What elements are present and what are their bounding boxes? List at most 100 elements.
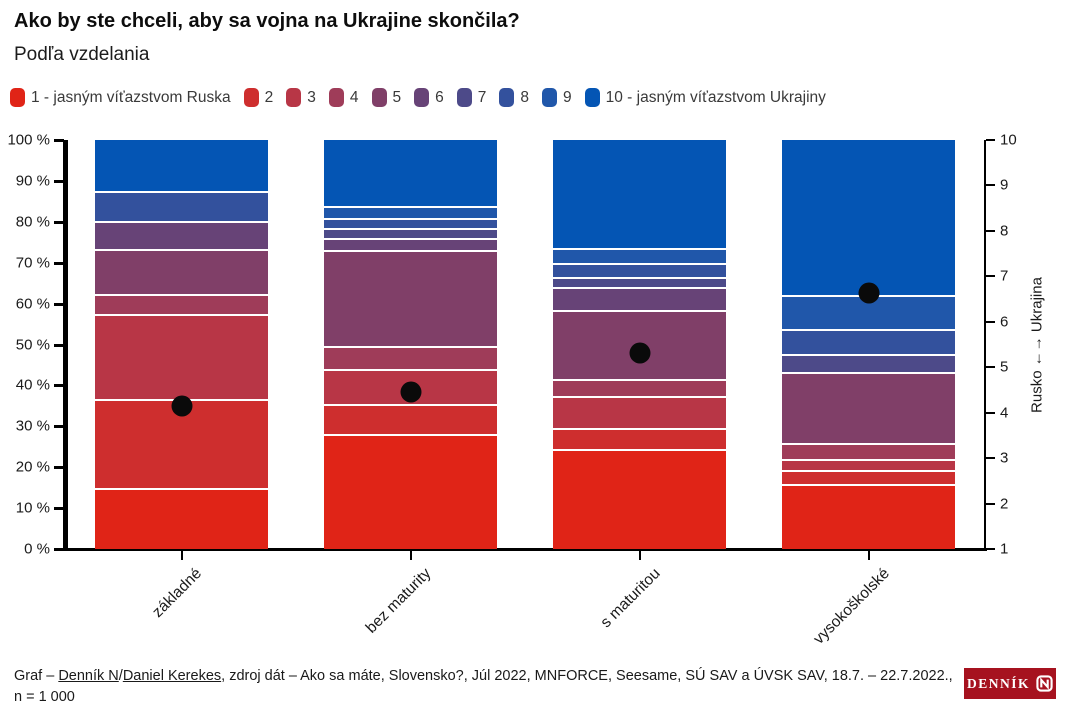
- right-axis-tick-label: 1: [1000, 540, 1009, 558]
- left-axis-tick-label: 70 %: [15, 254, 50, 272]
- left-axis-tick: [54, 466, 64, 470]
- caption-link-author[interactable]: Daniel Kerekes: [122, 668, 222, 684]
- x-axis-category-label: základné: [149, 565, 206, 621]
- bar-segment-s maturitou-2: [553, 429, 726, 450]
- legend-swatch-icon: [10, 88, 25, 107]
- legend-label: 8: [520, 88, 529, 106]
- legend-item-9: 9: [542, 88, 572, 107]
- mean-dot-s maturitou: [629, 342, 650, 364]
- left-axis-tick-label: 50 %: [15, 336, 50, 353]
- left-axis-tick: [54, 261, 64, 265]
- stacked-bar-základné: [95, 140, 268, 550]
- legend-item-6: 6: [414, 88, 444, 107]
- right-axis-tick-label: 5: [1000, 358, 1009, 376]
- left-axis-tick: [54, 425, 64, 429]
- left-axis-tick-label: 20 %: [15, 458, 50, 476]
- mean-dot-bez maturity: [400, 381, 421, 403]
- left-axis-tick: [54, 384, 64, 388]
- left-axis-tick-label: 30 %: [15, 417, 50, 435]
- mean-dot-základné: [171, 395, 192, 417]
- legend-item-7: 7: [456, 88, 486, 107]
- legend-label: 4: [349, 88, 359, 106]
- legend-label: 10 - jasným víťazstvom Ukrajiny: [605, 88, 826, 106]
- bar-segment-základné-4: [95, 296, 268, 314]
- bar-segment-s maturitou-6: [553, 288, 726, 311]
- left-axis-tick-label: 0 %: [24, 540, 50, 558]
- right-axis-tick-label: 6: [1000, 313, 1009, 331]
- right-axis-title: Rusko ←→ Ukrajina: [1028, 277, 1046, 413]
- bar-segment-vysokoškolské-10: [782, 140, 955, 296]
- legend-item-8: 8: [499, 88, 529, 107]
- left-axis-tick: [54, 139, 64, 142]
- x-axis-category-label: s maturitou: [597, 565, 664, 632]
- bar-segment-bez maturity-4: [324, 347, 497, 369]
- bar-segment-vysokoškolské-7: [782, 356, 955, 372]
- right-axis-line: [984, 140, 986, 551]
- x-axis-category-label: vysokoškolské: [809, 565, 893, 648]
- right-axis-tick: [986, 320, 995, 323]
- bar-segment-s maturitou-10: [553, 140, 726, 248]
- legend-swatch-icon: [328, 88, 344, 107]
- legend-swatch-icon: [542, 88, 557, 107]
- dennikn-logo-text: DENNÍK: [966, 675, 1030, 691]
- legend-label: 9: [563, 88, 572, 106]
- bar-segment-bez maturity-2: [324, 406, 497, 434]
- left-axis-tick: [54, 220, 64, 224]
- right-axis-tick: [986, 502, 995, 505]
- left-axis-tick: [54, 302, 64, 306]
- legend: 1 - jasným víťazstvom Ruska 2 3 4 5 6 7 8 9 10 - …: [10, 88, 826, 107]
- bar-segment-s maturitou-9: [553, 249, 726, 264]
- caption-slash: /: [118, 668, 123, 684]
- left-axis-tick-label: 60 %: [15, 295, 50, 313]
- bar-segment-vysokoškolské-2: [782, 472, 955, 485]
- legend-item-2: 2: [243, 88, 273, 107]
- right-axis-tick-label: 4: [1000, 404, 1009, 422]
- x-axis-tick: [180, 551, 183, 560]
- right-axis-tick: [986, 548, 995, 550]
- right-axis-tick: [986, 139, 995, 141]
- legend-item-1: 1 - jasným víťazstvom Ruska: [10, 88, 231, 107]
- bar-segment-vysokoškolské-4: [782, 444, 955, 459]
- legend-label: 3: [307, 88, 316, 106]
- legend-swatch-icon: [584, 88, 600, 107]
- dennikn-logo: DENNÍK: [964, 668, 1056, 699]
- caption-link-dennikn[interactable]: Denník N: [58, 668, 119, 684]
- bar-segment-bez maturity-8: [324, 220, 497, 229]
- left-axis-tick: [54, 548, 64, 551]
- bar-segment-základné-10: [95, 140, 268, 192]
- bar-segment-s maturitou-4: [553, 380, 726, 397]
- stacked-bar-s maturitou: [553, 140, 726, 549]
- left-axis-tick-label: 40 %: [15, 376, 50, 394]
- chart-title: Ako by ste chceli, aby sa vojna na Ukraj…: [14, 10, 520, 32]
- bar-segment-s maturitou-7: [553, 278, 726, 287]
- dennikn-n-icon: [1036, 675, 1053, 692]
- left-axis-tick: [54, 507, 64, 511]
- left-axis-tick-label: 80 %: [15, 213, 50, 231]
- bar-segment-s maturitou-1: [553, 451, 726, 549]
- caption-rest: , zdroj dát – Ako sa máte, Slovensko?, J…: [14, 668, 953, 706]
- mean-dot-vysokoškolské: [858, 282, 879, 304]
- bar-segment-s maturitou-8: [553, 265, 726, 277]
- bar-segment-s maturitou-3: [553, 398, 726, 428]
- left-axis-tick-label: 10 %: [15, 499, 50, 517]
- legend-label: 6: [435, 88, 444, 106]
- right-axis-tick: [986, 411, 995, 414]
- legend-swatch-icon: [371, 88, 387, 107]
- left-axis-line: [63, 140, 68, 551]
- legend-item-10: 10 - jasným víťazstvom Ukrajiny: [584, 88, 826, 107]
- right-axis-tick-label: 2: [1000, 495, 1009, 513]
- legend-swatch-icon: [499, 88, 515, 107]
- x-axis-category-label: bez maturity: [362, 565, 435, 637]
- right-axis-tick: [986, 457, 995, 460]
- bar-segment-základné-3: [95, 315, 268, 399]
- x-axis-line: [58, 548, 987, 551]
- bar-segment-bez maturity-10: [324, 140, 497, 207]
- right-axis-tick-label: 3: [1000, 449, 1009, 467]
- bar-segment-základné-5: [95, 250, 268, 295]
- legend-item-5: 5: [371, 88, 401, 107]
- x-axis-tick: [638, 551, 641, 560]
- bar-segment-základné-8: [95, 193, 268, 221]
- bar-segment-vysokoškolské-3: [782, 460, 955, 471]
- caption-prefix: Graf –: [14, 668, 59, 684]
